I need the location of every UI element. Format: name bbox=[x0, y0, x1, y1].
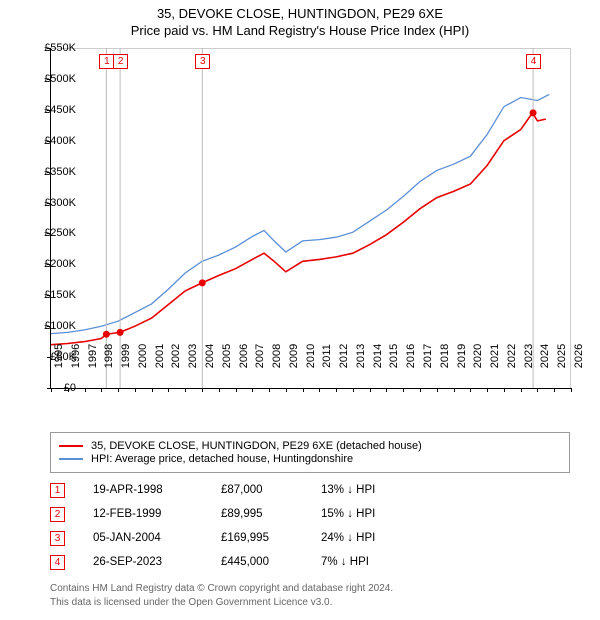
sale-date-2: 12-FEB-1999 bbox=[93, 508, 221, 520]
footnote-line1: Contains HM Land Registry data © Crown c… bbox=[50, 582, 393, 596]
footnote: Contains HM Land Registry data © Crown c… bbox=[50, 582, 393, 609]
sale-price-3: £169,995 bbox=[221, 532, 321, 544]
x-axis-label: 2022 bbox=[506, 344, 518, 368]
x-axis-label: 2020 bbox=[472, 344, 484, 368]
x-axis-label: 2009 bbox=[288, 344, 300, 368]
x-axis-label: 2023 bbox=[523, 344, 535, 368]
y-axis-label: £200K bbox=[26, 258, 76, 270]
sale-price-2: £89,995 bbox=[221, 508, 321, 520]
y-axis-label: £550K bbox=[26, 42, 76, 54]
x-axis-label: 2003 bbox=[187, 344, 199, 368]
title-block: 35, DEVOKE CLOSE, HUNTINGDON, PE29 6XE P… bbox=[0, 0, 600, 38]
x-axis-label: 1997 bbox=[87, 344, 99, 368]
x-axis-label: 1995 bbox=[53, 344, 65, 368]
legend-item-hpi: HPI: Average price, detached house, Hunt… bbox=[59, 453, 561, 465]
y-axis-label: £350K bbox=[26, 166, 76, 178]
x-axis-label: 2000 bbox=[137, 344, 149, 368]
sale-diff-3: 24% ↓ HPI bbox=[321, 532, 411, 544]
chart-lines bbox=[51, 48, 571, 388]
x-axis-label: 2015 bbox=[388, 344, 400, 368]
y-axis-label: £250K bbox=[26, 227, 76, 239]
legend-swatch-hpi bbox=[59, 458, 83, 460]
x-axis-label: 2004 bbox=[204, 344, 216, 368]
sale-date-4: 26-SEP-2023 bbox=[93, 556, 221, 568]
sale-row-1: 1 19-APR-1998 £87,000 13% ↓ HPI bbox=[50, 478, 411, 502]
sale-row-3: 3 05-JAN-2004 £169,995 24% ↓ HPI bbox=[50, 526, 411, 550]
sale-date-3: 05-JAN-2004 bbox=[93, 532, 221, 544]
x-axis-label: 2019 bbox=[456, 344, 468, 368]
x-axis-label: 2013 bbox=[355, 344, 367, 368]
sale-row-2: 2 12-FEB-1999 £89,995 15% ↓ HPI bbox=[50, 502, 411, 526]
x-axis-label: 2014 bbox=[372, 344, 384, 368]
title-address: 35, DEVOKE CLOSE, HUNTINGDON, PE29 6XE bbox=[0, 6, 600, 21]
sale-marker-2: 2 bbox=[50, 507, 65, 522]
x-axis-label: 1998 bbox=[103, 344, 115, 368]
x-axis-label: 2002 bbox=[170, 344, 182, 368]
x-axis-label: 2025 bbox=[556, 344, 568, 368]
legend-label-hpi: HPI: Average price, detached house, Hunt… bbox=[91, 453, 353, 465]
sale-marker-box: 3 bbox=[195, 54, 210, 69]
chart-container: 35, DEVOKE CLOSE, HUNTINGDON, PE29 6XE P… bbox=[0, 0, 600, 620]
x-axis-label: 2024 bbox=[539, 344, 551, 368]
x-axis-label: 2018 bbox=[439, 344, 451, 368]
plot-area: 12 3 4 bbox=[50, 48, 571, 389]
legend-item-property: 35, DEVOKE CLOSE, HUNTINGDON, PE29 6XE (… bbox=[59, 440, 561, 452]
x-axis-label: 2021 bbox=[489, 344, 501, 368]
x-axis-label: 2007 bbox=[254, 344, 266, 368]
sales-table: 1 19-APR-1998 £87,000 13% ↓ HPI 2 12-FEB… bbox=[50, 478, 411, 574]
sale-diff-4: 7% ↓ HPI bbox=[321, 556, 411, 568]
title-subtitle: Price paid vs. HM Land Registry's House … bbox=[0, 23, 600, 38]
sale-row-4: 4 26-SEP-2023 £445,000 7% ↓ HPI bbox=[50, 550, 411, 574]
legend-box: 35, DEVOKE CLOSE, HUNTINGDON, PE29 6XE (… bbox=[50, 432, 570, 473]
x-axis-label: 1999 bbox=[120, 344, 132, 368]
x-axis-label: 1996 bbox=[70, 344, 82, 368]
legend-swatch-property bbox=[59, 445, 83, 447]
x-axis-label: 2011 bbox=[321, 344, 333, 368]
y-axis-label: £150K bbox=[26, 289, 76, 301]
y-axis-label: £500K bbox=[26, 73, 76, 85]
y-axis-label: £100K bbox=[26, 320, 76, 332]
x-axis-label: 2012 bbox=[338, 344, 350, 368]
sale-marker-1: 1 bbox=[50, 483, 65, 498]
x-axis-label: 2017 bbox=[422, 344, 434, 368]
sale-price-1: £87,000 bbox=[221, 484, 321, 496]
x-axis-label: 2001 bbox=[154, 344, 166, 368]
sale-diff-2: 15% ↓ HPI bbox=[321, 508, 411, 520]
y-axis-label: £0 bbox=[26, 382, 76, 394]
x-axis-label: 2005 bbox=[221, 344, 233, 368]
x-axis-label: 2026 bbox=[573, 344, 585, 368]
y-axis-label: £300K bbox=[26, 197, 76, 209]
x-axis-label: 2006 bbox=[238, 344, 250, 368]
footnote-line2: This data is licensed under the Open Gov… bbox=[50, 596, 393, 610]
sale-marker-box: 4 bbox=[526, 54, 541, 69]
sale-marker-3: 3 bbox=[50, 531, 65, 546]
x-axis-label: 2010 bbox=[305, 344, 317, 368]
x-axis-label: 2016 bbox=[405, 344, 417, 368]
legend-label-property: 35, DEVOKE CLOSE, HUNTINGDON, PE29 6XE (… bbox=[91, 440, 422, 452]
sale-marker-box: 1 bbox=[99, 54, 114, 69]
sale-diff-1: 13% ↓ HPI bbox=[321, 484, 411, 496]
x-axis-label: 2008 bbox=[271, 344, 283, 368]
sale-date-1: 19-APR-1998 bbox=[93, 484, 221, 496]
y-axis-label: £50K bbox=[26, 351, 76, 363]
y-axis-label: £450K bbox=[26, 104, 76, 116]
sale-marker-box: 2 bbox=[113, 54, 128, 69]
sale-marker-4: 4 bbox=[50, 555, 65, 570]
y-axis-label: £400K bbox=[26, 135, 76, 147]
sale-price-4: £445,000 bbox=[221, 556, 321, 568]
